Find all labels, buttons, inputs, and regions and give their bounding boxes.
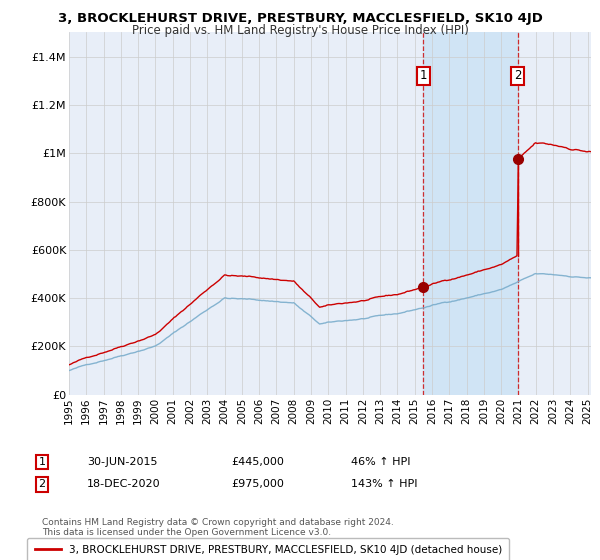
Text: 3, BROCKLEHURST DRIVE, PRESTBURY, MACCLESFIELD, SK10 4JD: 3, BROCKLEHURST DRIVE, PRESTBURY, MACCLE… [58, 12, 542, 25]
Text: 2: 2 [514, 69, 521, 82]
Text: 2: 2 [38, 479, 46, 489]
Text: Price paid vs. HM Land Registry's House Price Index (HPI): Price paid vs. HM Land Registry's House … [131, 24, 469, 37]
Text: 143% ↑ HPI: 143% ↑ HPI [351, 479, 418, 489]
Text: £975,000: £975,000 [231, 479, 284, 489]
Bar [424, 32, 518, 395]
Legend: 3, BROCKLEHURST DRIVE, PRESTBURY, MACCLESFIELD, SK10 4JD (detached house), HPI: : 3, BROCKLEHURST DRIVE, PRESTBURY, MACCLE… [27, 538, 509, 560]
Text: 1: 1 [419, 69, 427, 82]
Text: 46% ↑ HPI: 46% ↑ HPI [351, 457, 410, 467]
Text: 18-DEC-2020: 18-DEC-2020 [87, 479, 161, 489]
Text: 30-JUN-2015: 30-JUN-2015 [87, 457, 157, 467]
Text: £445,000: £445,000 [231, 457, 284, 467]
Text: Contains HM Land Registry data © Crown copyright and database right 2024.
This d: Contains HM Land Registry data © Crown c… [42, 518, 394, 538]
Text: 1: 1 [38, 457, 46, 467]
